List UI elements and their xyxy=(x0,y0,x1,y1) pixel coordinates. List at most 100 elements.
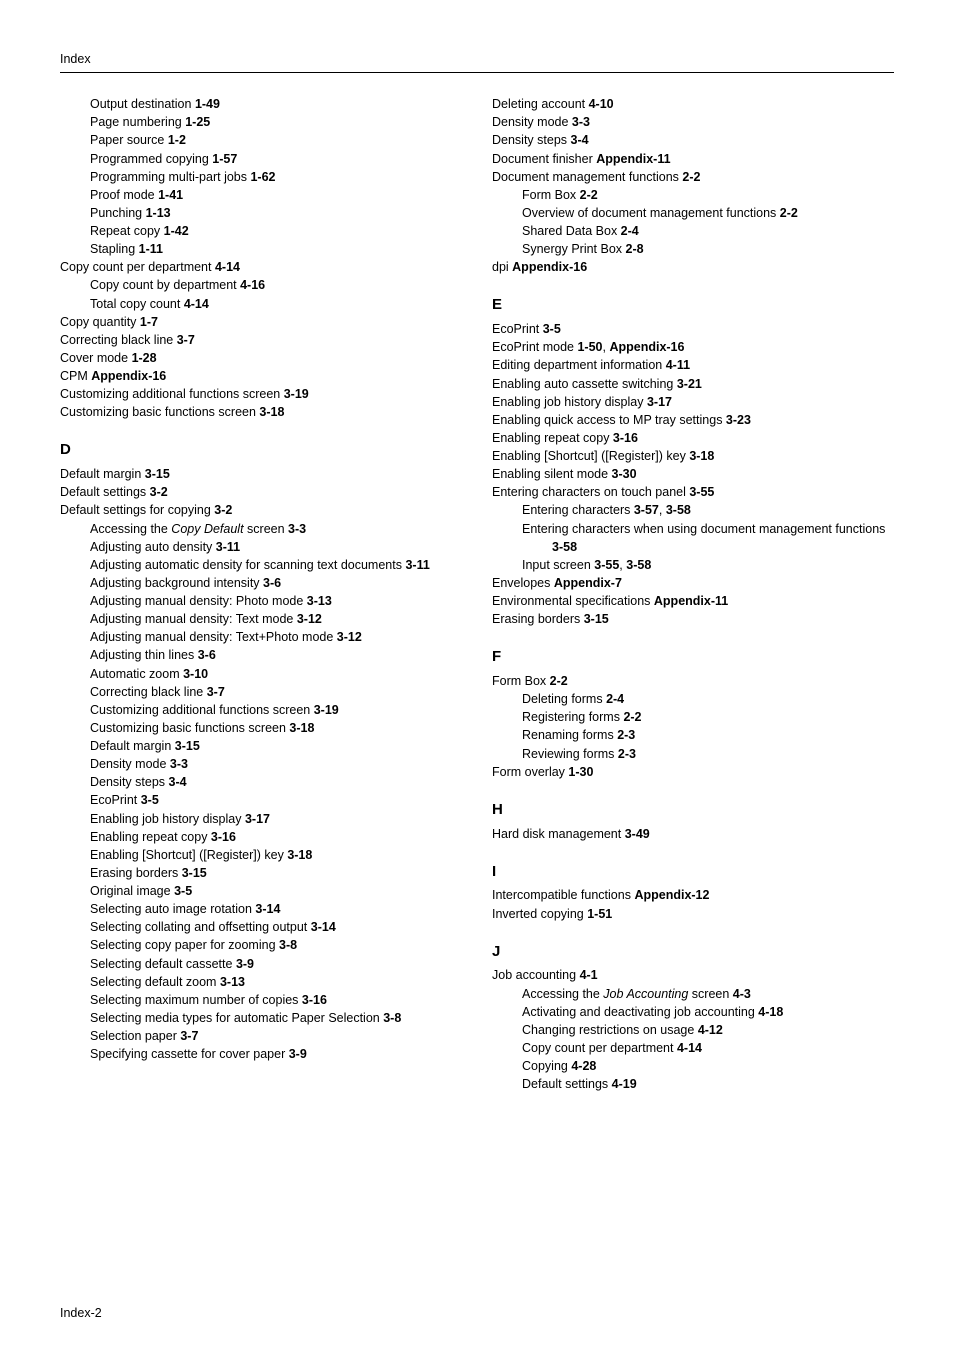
index-entry-ref: 3-9 xyxy=(236,957,254,971)
index-entry-ref: 3-21 xyxy=(677,377,702,391)
index-entry: Changing restrictions on usage 4-12 xyxy=(492,1021,894,1039)
index-entry: Customizing additional functions screen … xyxy=(60,701,462,719)
index-entry-ref: 3-7 xyxy=(180,1029,198,1043)
index-entry-text: Shared Data Box xyxy=(522,224,621,238)
index-entry: Selecting default cassette 3-9 xyxy=(60,955,462,973)
index-entry-ref: 3-17 xyxy=(245,812,270,826)
index-entry-text: Selection paper xyxy=(90,1029,180,1043)
index-entry-ref: 1-41 xyxy=(158,188,183,202)
index-entry-text: Copy quantity xyxy=(60,315,140,329)
index-entry-ref: 3-30 xyxy=(612,467,637,481)
index-entry-text: Page numbering xyxy=(90,115,185,129)
index-entry: Registering forms 2-2 xyxy=(492,708,894,726)
index-entry-text: Job accounting xyxy=(492,968,580,982)
index-entry: Entering characters 3-57, 3-58 xyxy=(492,501,894,519)
index-entry-ref: 3-16 xyxy=(211,830,236,844)
index-entry-ref: 3-58 xyxy=(626,558,651,572)
index-entry: EcoPrint 3-5 xyxy=(492,320,894,338)
page-footer: Index-2 xyxy=(60,1304,102,1322)
index-entry-ref: 3-5 xyxy=(174,884,192,898)
index-entry-text: EcoPrint mode xyxy=(492,340,577,354)
index-entry-ref: 2-3 xyxy=(617,728,635,742)
index-entry: Selecting copy paper for zooming 3-8 xyxy=(60,936,462,954)
index-entry-text: Adjusting manual density: Photo mode xyxy=(90,594,307,608)
index-entry: Overview of document management function… xyxy=(492,204,894,222)
index-entry-text: Intercompatible functions xyxy=(492,888,634,902)
left-column: Output destination 1-49 Page numbering 1-… xyxy=(60,95,462,1093)
index-entry: Enabling [Shortcut] ([Register]) key 3-1… xyxy=(60,846,462,864)
index-entry-ref: 3-18 xyxy=(289,721,314,735)
index-entry-ref: 3-19 xyxy=(284,387,309,401)
index-entry-text: Changing restrictions on usage xyxy=(522,1023,698,1037)
index-entry: Enabling job history display 3-17 xyxy=(492,393,894,411)
index-entry-ref: 3-8 xyxy=(279,938,297,952)
index-entry: Default margin 3-15 xyxy=(60,465,462,483)
index-entry-ref: 4-28 xyxy=(571,1059,596,1073)
index-entry-text: Overview of document management function… xyxy=(522,206,780,220)
index-entry-text: Selecting default cassette xyxy=(90,957,236,971)
index-entry-text: Activating and deactivating job accounti… xyxy=(522,1005,758,1019)
index-entry-ref: 3-49 xyxy=(625,827,650,841)
index-entry-text: Correcting black line xyxy=(60,333,177,347)
index-entry-ref: 1-51 xyxy=(587,907,612,921)
index-entry-ref: 3-5 xyxy=(141,793,159,807)
index-entry-ref: 2-4 xyxy=(621,224,639,238)
index-entry-text: Entering characters on touch panel xyxy=(492,485,689,499)
index-entry: EcoPrint 3-5 xyxy=(60,791,462,809)
index-entry: Selecting collating and offsetting outpu… xyxy=(60,918,462,936)
index-entry-ref: 1-28 xyxy=(132,351,157,365)
section-letter: J xyxy=(492,941,894,963)
index-entry: Envelopes Appendix-7 xyxy=(492,574,894,592)
index-entry-ref: 3-58 xyxy=(552,540,577,554)
index-entry-ref: 1-42 xyxy=(164,224,189,238)
index-entry: Adjusting manual density: Text mode 3-12 xyxy=(60,610,462,628)
index-entry: EcoPrint mode 1-50, Appendix-16 xyxy=(492,338,894,356)
index-entry-text: Selecting default zoom xyxy=(90,975,220,989)
index-entry-text: Document management functions xyxy=(492,170,682,184)
index-entry-text: Default settings for copying xyxy=(60,503,214,517)
index-entry-italic: Job Accounting xyxy=(603,987,688,1001)
index-entry: Programmed copying 1-57 xyxy=(60,150,462,168)
index-entry-text: Deleting account xyxy=(492,97,589,111)
index-entry: Enabling silent mode 3-30 xyxy=(492,465,894,483)
index-entry: Correcting black line 3-7 xyxy=(60,331,462,349)
index-entry-ref: 2-2 xyxy=(550,674,568,688)
index-entry-text: dpi xyxy=(492,260,512,274)
index-entry-text: Output destination xyxy=(90,97,195,111)
index-entry-ref: 4-1 xyxy=(580,968,598,982)
index-entry: Input screen 3-55, 3-58 xyxy=(492,556,894,574)
index-entry-italic: Copy Default xyxy=(171,522,243,536)
index-entry-text: Copy count per department xyxy=(522,1041,677,1055)
index-entry-ref: 2-3 xyxy=(618,747,636,761)
index-entry: Proof mode 1-41 xyxy=(60,186,462,204)
index-entry: Form overlay 1-30 xyxy=(492,763,894,781)
index-entry-ref: 3-15 xyxy=(145,467,170,481)
index-entry-text: Enabling [Shortcut] ([Register]) key xyxy=(492,449,689,463)
index-entry: CPM Appendix-16 xyxy=(60,367,462,385)
index-entry-ref: 3-13 xyxy=(220,975,245,989)
index-entry-text: Copy count by department xyxy=(90,278,240,292)
index-entry-ref: 3-3 xyxy=(170,757,188,771)
index-columns: Output destination 1-49 Page numbering 1-… xyxy=(60,95,894,1093)
index-entry-text: Form Box xyxy=(522,188,580,202)
index-entry-ref: 4-3 xyxy=(733,987,751,1001)
index-entry: Selecting auto image rotation 3-14 xyxy=(60,900,462,918)
index-entry: Default margin 3-15 xyxy=(60,737,462,755)
index-entry-text: Enabling auto cassette switching xyxy=(492,377,677,391)
index-entry: Programming multi-part jobs 1-62 xyxy=(60,168,462,186)
index-entry-text: Reviewing forms xyxy=(522,747,618,761)
index-entry-text: Form overlay xyxy=(492,765,568,779)
index-entry-ref: 3-2 xyxy=(150,485,168,499)
index-entry-ref: 3-13 xyxy=(307,594,332,608)
section-letter: H xyxy=(492,799,894,821)
index-entry-ref: 3-2 xyxy=(214,503,232,517)
index-entry-ref: 1-13 xyxy=(146,206,171,220)
index-entry: Density steps 3-4 xyxy=(60,773,462,791)
index-entry: Total copy count 4-14 xyxy=(60,295,462,313)
index-entry: Copy quantity 1-7 xyxy=(60,313,462,331)
index-entry-ref: 3-19 xyxy=(314,703,339,717)
index-entry-ref: 3-15 xyxy=(584,612,609,626)
index-entry: Customizing additional functions screen … xyxy=(60,385,462,403)
index-entry-ref: 3-23 xyxy=(726,413,751,427)
index-entry: Output destination 1-49 xyxy=(60,95,462,113)
